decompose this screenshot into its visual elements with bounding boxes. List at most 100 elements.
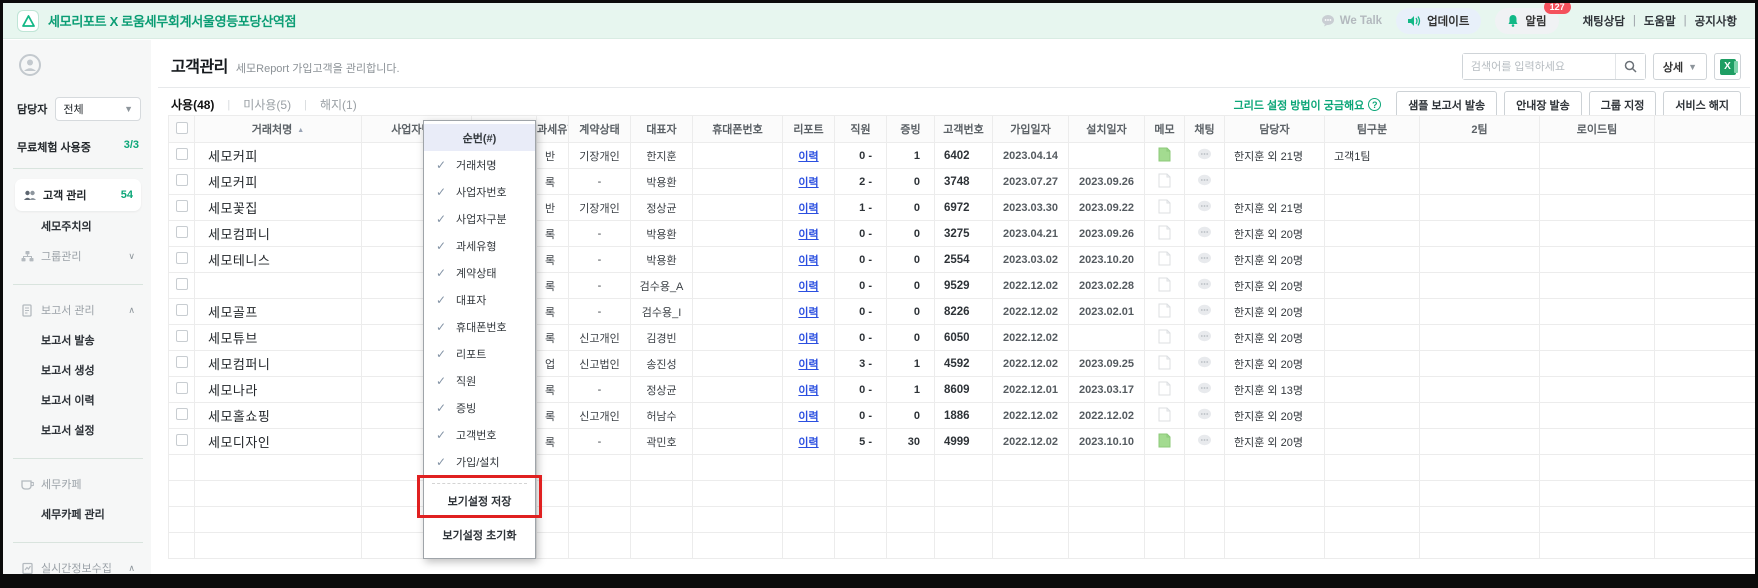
memo-icon[interactable]	[1158, 225, 1171, 243]
select-all-checkbox[interactable]	[175, 121, 188, 134]
action-button-안내장 발송[interactable]: 안내장 발송	[1504, 91, 1582, 118]
column-header-직원[interactable]: 직원	[834, 115, 887, 143]
memo-icon-filled[interactable]	[1158, 433, 1171, 451]
sidebar-subitem-보고서 이력[interactable]: 보고서 이력	[41, 395, 95, 407]
manager-filter-select[interactable]: 전체 ▼	[55, 97, 141, 121]
topbar-link[interactable]: 도움말	[1643, 15, 1676, 28]
column-toggle-증빙[interactable]: ✓ 증빙	[424, 394, 535, 421]
memo-icon[interactable]	[1158, 407, 1171, 425]
memo-icon[interactable]	[1158, 173, 1171, 191]
report-history-link[interactable]: 이력	[798, 176, 819, 189]
report-history-link[interactable]: 이력	[798, 202, 819, 215]
memo-icon[interactable]	[1158, 251, 1171, 269]
chat-icon[interactable]	[1197, 408, 1212, 424]
chat-icon[interactable]	[1197, 304, 1212, 320]
column-toggle-계약상태[interactable]: ✓ 계약상태	[424, 259, 535, 286]
sidebar-subitem-세모주치의[interactable]: 세모주치의	[41, 221, 92, 233]
view-settings-reset-button[interactable]: 보기설정 초기화	[424, 518, 535, 552]
topbar-link[interactable]: 공지사항	[1694, 15, 1737, 28]
action-button-그룹 지정[interactable]: 그룹 지정	[1588, 91, 1657, 118]
memo-icon[interactable]	[1158, 277, 1171, 295]
sidebar-subitem-보고서 발송[interactable]: 보고서 발송	[41, 335, 95, 347]
chat-icon[interactable]	[1197, 330, 1212, 346]
sidebar-item-세무카페[interactable]: 세무카페	[15, 469, 141, 499]
excel-export-button[interactable]: X	[1714, 53, 1741, 80]
tab-미사용(5)[interactable]: 미사용(5)	[243, 98, 292, 112]
view-settings-save-button[interactable]: 보기설정 저장	[424, 484, 535, 518]
column-header-고객번호[interactable]: 고객번호	[934, 115, 993, 143]
row-checkbox[interactable]	[175, 304, 188, 316]
column-toggle-고객번호[interactable]: ✓ 고객번호	[424, 421, 535, 448]
row-checkbox[interactable]	[175, 174, 188, 186]
memo-icon[interactable]	[1158, 303, 1171, 321]
report-history-link[interactable]: 이력	[798, 384, 819, 397]
column-header-담당자[interactable]: 담당자	[1224, 115, 1325, 143]
report-history-link[interactable]: 이력	[798, 150, 819, 163]
column-header-거래처명[interactable]: 거래처명 ▲	[194, 115, 362, 143]
column-header-채팅[interactable]: 채팅	[1184, 115, 1225, 143]
report-history-link[interactable]: 이력	[798, 228, 819, 241]
column-header-계약상태[interactable]: 계약상태	[568, 115, 631, 143]
update-button[interactable]: 업데이트	[1396, 7, 1482, 34]
action-button-서비스 해지[interactable]: 서비스 해지	[1663, 91, 1741, 118]
detail-search-button[interactable]: 상세 ▼	[1652, 53, 1707, 80]
row-checkbox[interactable]	[175, 278, 188, 290]
column-toggle-순번(#)[interactable]: 순번(#)	[424, 124, 535, 151]
sidebar-subitem-보고서 생성[interactable]: 보고서 생성	[41, 365, 95, 377]
report-history-link[interactable]: 이력	[798, 358, 819, 371]
column-toggle-휴대폰번호[interactable]: ✓ 휴대폰번호	[424, 313, 535, 340]
grid-help-link[interactable]: 그리드 설정 방법이 궁금해요 ?	[1234, 97, 1382, 113]
column-header-리포트[interactable]: 리포트	[782, 115, 835, 143]
column-header-휴대폰번호[interactable]: 휴대폰번호	[692, 115, 783, 143]
wetalk-button[interactable]: We Talk	[1321, 14, 1382, 27]
tab-사용(48)[interactable]: 사용(48)	[171, 98, 215, 112]
chat-icon[interactable]	[1197, 200, 1212, 216]
column-toggle-사업자번호[interactable]: ✓ 사업자번호	[424, 178, 535, 205]
memo-icon[interactable]	[1158, 355, 1171, 373]
column-header-대표자[interactable]: 대표자	[630, 115, 693, 143]
column-toggle-직원[interactable]: ✓ 직원	[424, 367, 535, 394]
column-toggle-리포트[interactable]: ✓ 리포트	[424, 340, 535, 367]
column-header-과세유형[interactable]: 과세유형	[536, 115, 569, 143]
row-checkbox[interactable]	[175, 252, 188, 264]
row-checkbox[interactable]	[175, 356, 188, 368]
chat-icon[interactable]	[1197, 382, 1212, 398]
row-checkbox[interactable]	[175, 434, 188, 446]
memo-icon[interactable]	[1158, 329, 1171, 347]
chat-icon[interactable]	[1197, 148, 1212, 164]
user-avatar-icon[interactable]	[19, 54, 41, 76]
memo-icon[interactable]	[1158, 199, 1171, 217]
row-checkbox[interactable]	[175, 148, 188, 160]
report-history-link[interactable]: 이력	[798, 332, 819, 345]
sidebar-item-고객 관리[interactable]: 고객 관리 54	[15, 179, 141, 211]
column-header-blank[interactable]	[1654, 115, 1755, 143]
memo-icon-filled[interactable]	[1158, 147, 1171, 165]
alarm-button[interactable]: 알림 127	[1495, 3, 1571, 34]
report-history-link[interactable]: 이력	[798, 254, 819, 267]
row-checkbox[interactable]	[175, 330, 188, 342]
report-history-link[interactable]: 이력	[798, 306, 819, 319]
chat-icon[interactable]	[1197, 356, 1212, 372]
column-header-2팀[interactable]: 2팀	[1419, 115, 1540, 143]
topbar-link[interactable]: 채팅상담	[1582, 15, 1625, 28]
column-toggle-과세유형[interactable]: ✓ 과세유형	[424, 232, 535, 259]
column-header-가입일자[interactable]: 가입일자	[992, 115, 1069, 143]
row-checkbox[interactable]	[175, 226, 188, 238]
column-header-메모[interactable]: 메모	[1144, 115, 1185, 143]
search-input[interactable]	[1462, 54, 1615, 79]
sidebar-subitem-보고서 설정[interactable]: 보고서 설정	[41, 425, 95, 437]
sidebar-item-그룹관리[interactable]: 그룹관리 ∨	[15, 241, 141, 271]
report-history-link[interactable]: 이력	[798, 410, 819, 423]
report-history-link[interactable]: 이력	[798, 436, 819, 449]
row-checkbox[interactable]	[175, 408, 188, 420]
tab-해지(1)[interactable]: 해지(1)	[319, 98, 357, 112]
column-header-증빙[interactable]: 증빙	[886, 115, 935, 143]
column-header-로이드팀[interactable]: 로이드팀	[1539, 115, 1655, 143]
sidebar-subitem-세무카페 관리[interactable]: 세무카페 관리	[41, 509, 105, 521]
chat-icon[interactable]	[1197, 226, 1212, 242]
sidebar-item-실시간정보수집[interactable]: 실시간정보수집 ∧	[15, 553, 141, 583]
column-toggle-대표자[interactable]: ✓ 대표자	[424, 286, 535, 313]
column-header-팀구분[interactable]: 팀구분	[1324, 115, 1420, 143]
search-button[interactable]	[1614, 54, 1645, 79]
report-history-link[interactable]: 이력	[798, 280, 819, 293]
